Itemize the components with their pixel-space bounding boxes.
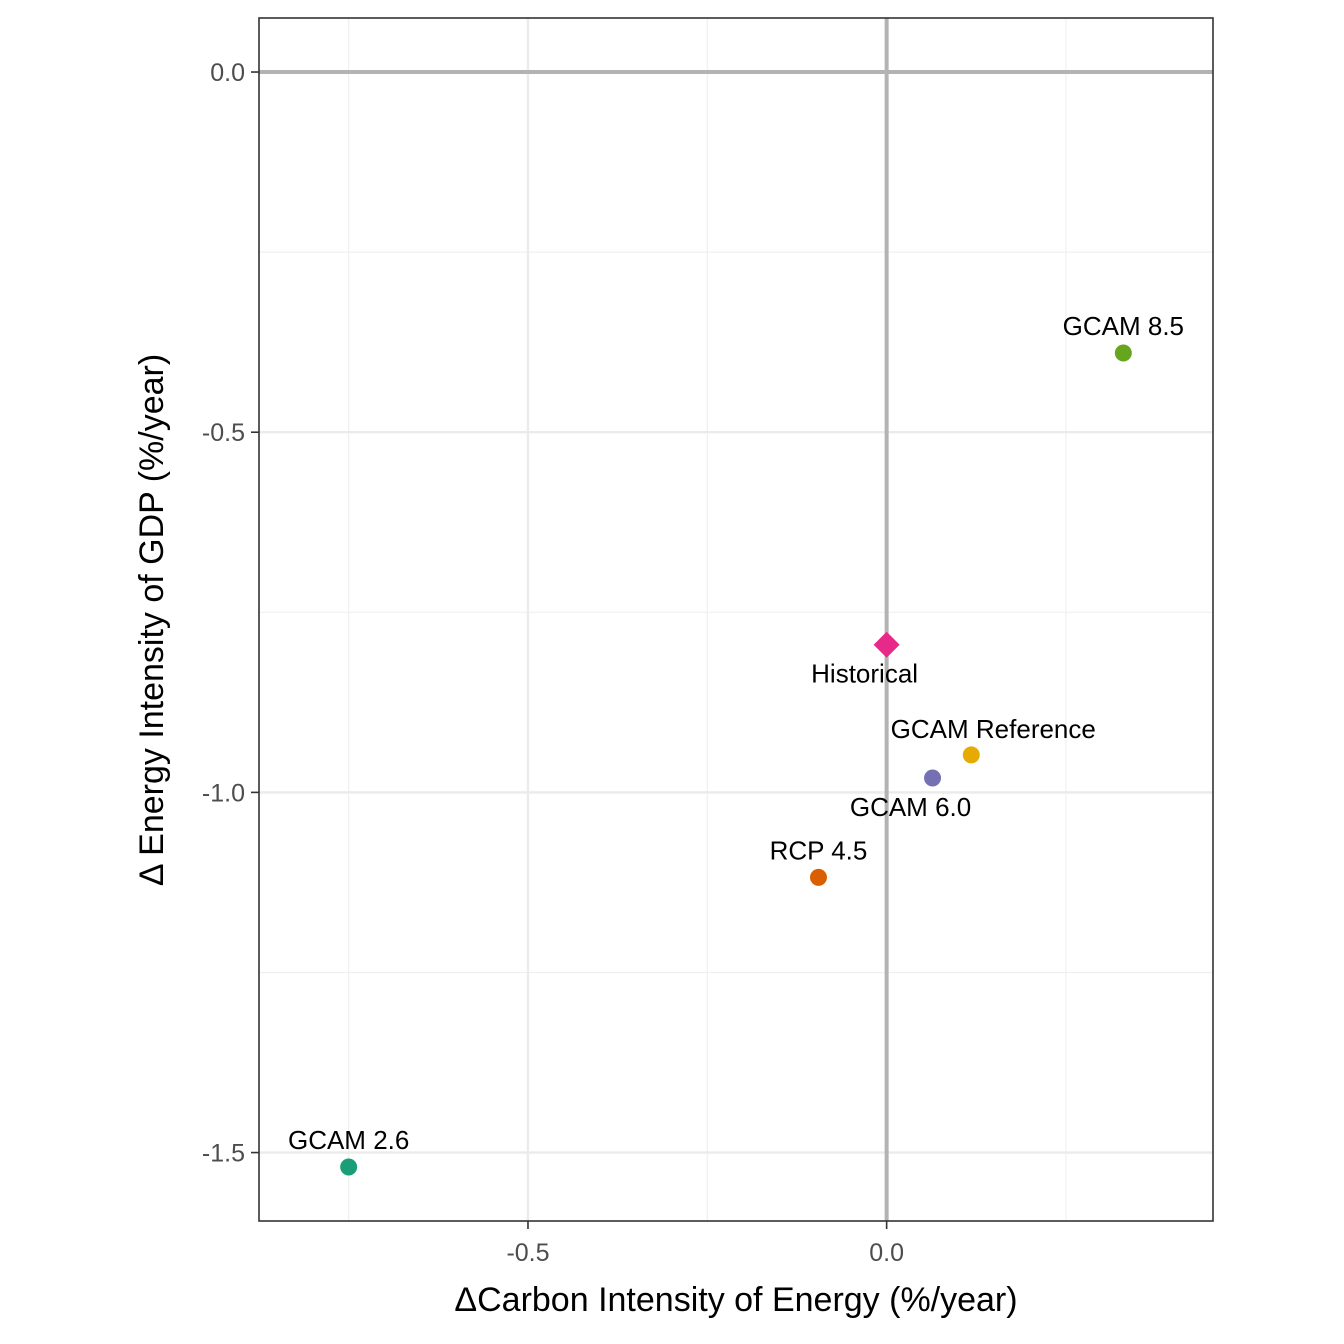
data-point — [924, 769, 942, 787]
point-label: RCP 4.5 — [770, 835, 868, 865]
x-axis-title: ΔCarbon Intensity of Energy (%/year) — [454, 1281, 1017, 1319]
y-tick-label: 0.0 — [210, 59, 245, 87]
y-tick-label: -1.5 — [202, 1140, 245, 1168]
x-tick-label: 0.0 — [869, 1239, 904, 1267]
y-axis-title: Δ Energy Intensity of GDP (%/year) — [133, 354, 171, 886]
y-tick-label: -1.0 — [202, 779, 245, 807]
data-point — [962, 746, 980, 764]
y-tick-label: -0.5 — [202, 419, 245, 447]
data-point — [340, 1158, 358, 1176]
minor-gridlines — [259, 18, 1213, 1221]
axis-ticks: -0.5 0.0 0.0 -0.5 -1.0 -1.5 — [202, 59, 904, 1267]
data-point — [809, 868, 827, 886]
panel-background — [259, 18, 1213, 1221]
point-label: Historical — [811, 659, 918, 689]
data-point — [1114, 344, 1132, 362]
point-label: GCAM 2.6 — [288, 1125, 409, 1155]
panel-border — [258, 17, 1214, 1222]
reference-lines — [259, 18, 1213, 1221]
point-label: GCAM Reference — [891, 714, 1096, 744]
data-points — [340, 344, 1132, 1176]
data-point-historical — [873, 631, 900, 658]
x-tick-label: -0.5 — [506, 1239, 549, 1267]
point-labels: GCAM 8.5 Historical GCAM Reference GCAM 6.0… — [288, 311, 1184, 1155]
point-label: GCAM 8.5 — [1063, 311, 1184, 341]
point-label: GCAM 6.0 — [850, 792, 971, 822]
